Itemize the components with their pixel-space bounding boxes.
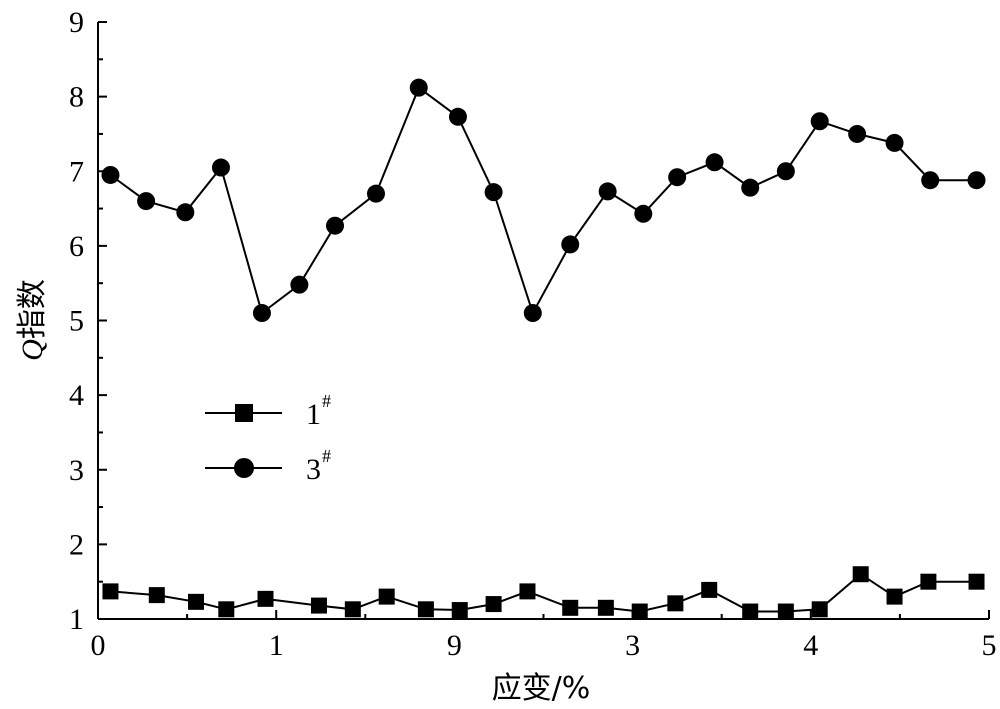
- legend-label-1: 1: [306, 398, 321, 431]
- legend-sup-3: #: [322, 446, 331, 466]
- data-point-circle: [101, 165, 120, 184]
- data-point-square: [485, 596, 502, 613]
- legend-item-3: 3 #: [205, 446, 331, 486]
- data-point-circle: [252, 304, 271, 323]
- data-point-circle: [366, 184, 385, 203]
- data-point-circle: [290, 275, 309, 294]
- data-point-circle: [448, 107, 467, 126]
- x-tick-label: 0: [91, 629, 106, 662]
- y-tick-label: 3: [69, 454, 84, 487]
- data-point-square: [667, 595, 684, 612]
- data-point-circle: [409, 78, 428, 97]
- data-point-square: [777, 603, 794, 620]
- data-point-circle: [484, 183, 503, 202]
- data-point-square: [378, 588, 395, 605]
- data-point-square: [310, 597, 327, 614]
- data-point-circle: [523, 304, 542, 323]
- data-point-circle: [776, 162, 795, 181]
- data-point-circle: [741, 178, 760, 197]
- data-point-circle: [326, 216, 345, 235]
- data-point-square: [852, 566, 869, 583]
- data-point-square: [102, 583, 119, 600]
- legend-square-marker: [235, 404, 253, 422]
- data-point-square: [218, 601, 235, 618]
- legend: 1 # 3 #: [205, 391, 331, 486]
- data-point-square: [597, 599, 614, 616]
- x-tick-label: 4: [803, 629, 818, 662]
- series-line: [109, 86, 977, 316]
- data-point-circle: [561, 235, 580, 254]
- data-point-square: [701, 581, 718, 598]
- data-point-square: [188, 593, 205, 610]
- data-point-square: [417, 601, 434, 618]
- y-axis-title: Q指数: [15, 279, 50, 361]
- data-point-square: [519, 583, 536, 600]
- y-tick-label: 5: [69, 305, 84, 338]
- data-point-square: [968, 573, 985, 590]
- series-layer: [101, 78, 986, 620]
- x-tick-label: 9: [447, 629, 462, 662]
- y-tick-label: 9: [69, 6, 84, 39]
- data-point-square: [920, 573, 937, 590]
- x-tick-label: 1: [269, 629, 284, 662]
- x-tick-label: 3: [625, 629, 640, 662]
- series-1: [102, 566, 985, 620]
- data-point-circle: [668, 168, 687, 187]
- series-line: [110, 572, 977, 613]
- data-point-square: [148, 587, 165, 604]
- data-point-circle: [176, 203, 195, 222]
- data-point-square: [631, 603, 648, 620]
- legend-label-3: 3: [306, 453, 321, 486]
- series-3: [101, 78, 986, 323]
- data-point-circle: [848, 124, 867, 143]
- y-axis-title-q: Q: [16, 339, 49, 361]
- legend-circle-marker: [234, 458, 254, 478]
- data-point-circle: [634, 204, 653, 223]
- data-point-circle: [885, 133, 904, 152]
- data-point-circle: [598, 182, 617, 201]
- data-point-circle: [921, 171, 940, 190]
- data-point-circle: [810, 112, 829, 131]
- data-point-square: [562, 599, 579, 616]
- data-point-circle: [705, 153, 724, 172]
- legend-item-1: 1 #: [205, 391, 331, 431]
- y-tick-label: 1: [69, 603, 84, 636]
- data-point-circle: [137, 192, 156, 211]
- data-point-square: [811, 601, 828, 618]
- y-axis-title-rest: 指数: [15, 279, 50, 339]
- data-point-circle: [967, 171, 986, 190]
- y-tick-label: 4: [69, 379, 84, 412]
- data-point-square: [257, 590, 274, 607]
- y-tick-label: 7: [69, 155, 84, 188]
- x-tick-label: 5: [982, 629, 997, 662]
- axes: [97, 22, 989, 620]
- x-axis-title: 应变/%: [492, 671, 591, 706]
- data-point-circle: [211, 158, 230, 177]
- data-point-square: [451, 602, 468, 619]
- y-tick-label: 6: [69, 230, 84, 263]
- y-tick-label: 8: [69, 81, 84, 114]
- data-point-square: [886, 588, 903, 605]
- data-point-square: [742, 603, 759, 620]
- legend-sup-1: #: [322, 391, 331, 411]
- data-point-square: [344, 601, 361, 618]
- y-tick-label: 2: [69, 528, 84, 561]
